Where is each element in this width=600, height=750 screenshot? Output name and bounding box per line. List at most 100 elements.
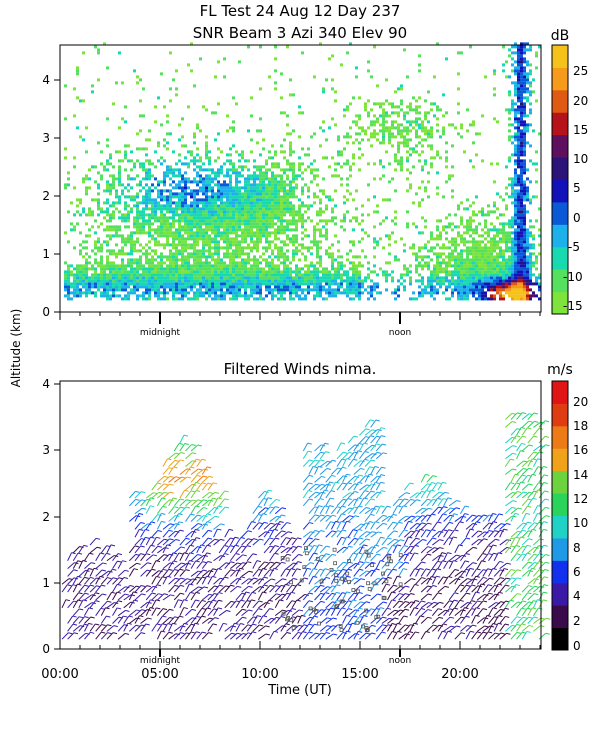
snr-cell [97,261,100,265]
snr-cell [265,249,268,253]
snr-cell [370,75,373,79]
snr-cell [331,255,334,259]
snr-cell [217,267,220,271]
snr-cell [337,153,340,157]
snr-cell [211,168,214,172]
snr-cell [343,147,346,151]
snr-cell [436,282,439,286]
snr-cell [388,129,391,133]
snr-cell [169,255,172,259]
snr-cell [67,177,70,181]
snr-cell [205,228,208,232]
snr-cell [262,234,265,238]
snr-cell [385,261,388,265]
snr-cell [370,108,373,112]
snr-cell [85,213,88,217]
snr-cell [226,237,229,241]
snr-cell [193,267,196,271]
snr-cell [358,168,361,172]
snr-cell [433,297,436,301]
snr-cell [106,255,109,259]
snr-cell [127,285,130,289]
snr-cell [508,156,511,160]
snr-cell [136,147,139,151]
snr-cell [151,183,154,187]
snr-cell [193,201,196,205]
snr-cell [292,297,295,301]
snr-cell [508,54,511,58]
snr-cell [205,234,208,238]
snr-cell [466,246,469,250]
snr-cell [289,240,292,244]
snr-cell [193,177,196,181]
snr-cell [397,150,400,154]
snr-cell [208,240,211,244]
snr-cell [484,285,487,289]
snr-cell [199,219,202,223]
snr-cell [466,129,469,133]
snr-cell [475,255,478,259]
snr-cell [517,258,520,262]
snr-cell [271,192,274,196]
snr-cell [136,258,139,262]
snr-cell [190,216,193,220]
snr-cell [232,144,235,148]
snr-cell [484,297,487,301]
snr-cell [163,159,166,163]
snr-cell [259,237,262,241]
snr-cell [472,123,475,127]
snr-cell [286,219,289,223]
snr-cell [523,75,526,79]
snr-cell [91,84,94,88]
snr-cell [523,162,526,166]
snr-cell [220,207,223,211]
snr-cell [175,213,178,217]
snr-cell [223,204,226,208]
snr-cell [226,183,229,187]
snr-cell [142,282,145,286]
snr-cell [334,99,337,103]
snr-cell [148,192,151,196]
snr-cell [235,252,238,256]
snr-cell [142,198,145,202]
wind-barb [67,615,74,624]
snr-cell [355,123,358,127]
snr-cell [280,261,283,265]
snr-cell [442,93,445,97]
snr-cell [187,222,190,226]
snr-cell [265,231,268,235]
snr-cell [94,294,97,298]
snr-cell [67,288,70,292]
snr-cell [382,198,385,202]
snr-cell [274,186,277,190]
snr-cell [298,297,301,301]
snr-cell [145,243,148,247]
snr-cell [487,285,490,289]
snr-cell [496,261,499,265]
snr-cell [523,153,526,157]
snr-cell [163,180,166,184]
snr-cell [76,288,79,292]
snr-cell [520,279,523,283]
snr-cell [433,156,436,160]
snr-cell [94,276,97,280]
snr-cell [202,201,205,205]
wind-barb [78,592,86,601]
snr-cell [64,288,67,292]
snr-cell [361,264,364,268]
snr-cell [241,195,244,199]
snr-cell [235,285,238,289]
snr-cell [523,147,526,151]
snr-cell [142,267,145,271]
snr-cell [379,162,382,166]
snr-cell [262,189,265,193]
snr-cell [199,279,202,283]
snr-cell [523,270,526,274]
snr-cell [121,249,124,253]
snr-cell [106,198,109,202]
snr-cell [337,261,340,265]
snr-cell [502,258,505,262]
snr-cell [325,219,328,223]
snr-cell [520,123,523,127]
snr-cell [271,207,274,211]
